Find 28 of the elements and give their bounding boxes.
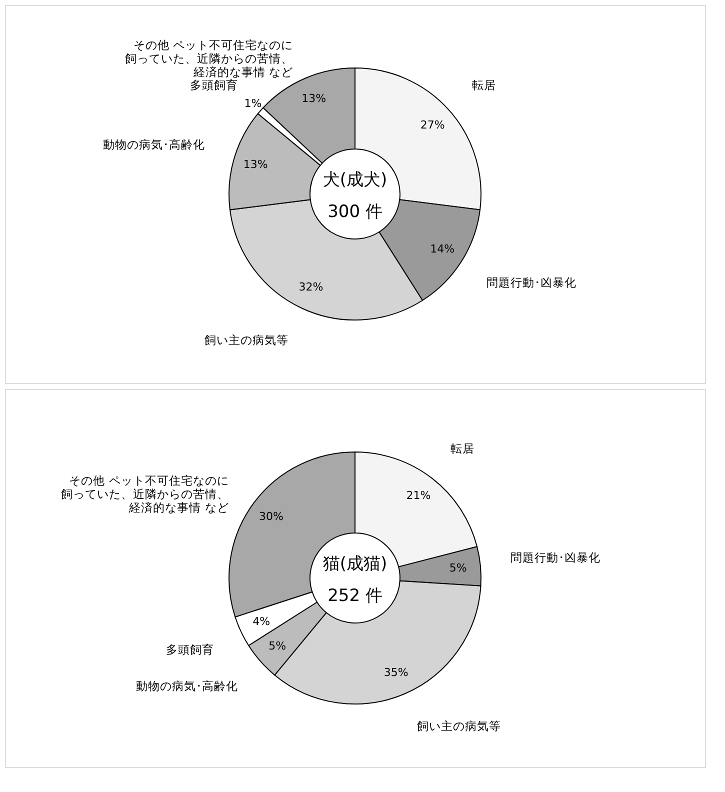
slice-label: 動物の病気･高齢化 [136, 679, 238, 694]
data-label: 30% [259, 510, 284, 524]
text: 猫(成猫) [322, 554, 388, 574]
text: 犬(成犬) [322, 170, 388, 190]
text: 300 件 [328, 202, 382, 222]
slice-label: 多頭飼育 [166, 642, 214, 656]
data-label: 4% [252, 615, 270, 628]
slice-label: 問題行動･凶暴化 [510, 550, 600, 564]
data-label: 13% [243, 158, 268, 172]
data-label: 14% [430, 242, 455, 256]
data-label: 35% [384, 666, 408, 679]
slice-label: 転居 [450, 442, 475, 456]
text: 252 件 [328, 586, 382, 606]
data-label: 5% [449, 561, 467, 574]
slice-label: その他 ペット不可住宅なのに飼っていた、近隣からの苦情、経済的な事情 など [60, 473, 229, 514]
data-label: 32% [298, 280, 324, 294]
data-label: 5% [268, 639, 286, 652]
slice-label: 飼い主の病気等 [204, 333, 289, 348]
data-label: 27% [420, 118, 445, 132]
data-label: 13% [302, 92, 326, 106]
data-label: 21% [406, 489, 431, 502]
slice-label: 多頭飼育 [190, 78, 238, 92]
slice-label: 飼い主の病気等 [416, 719, 501, 734]
data-label: 1% [244, 97, 262, 110]
slice-label: その他 ペット不可住宅なのに飼っていた、近隣からの苦情、経済的な事情 など [125, 38, 294, 79]
slice-label: 転居 [472, 78, 496, 92]
slice-label: 動物の病気･高齢化 [103, 137, 206, 152]
slice-label: 問題行動･凶暴化 [486, 276, 577, 290]
